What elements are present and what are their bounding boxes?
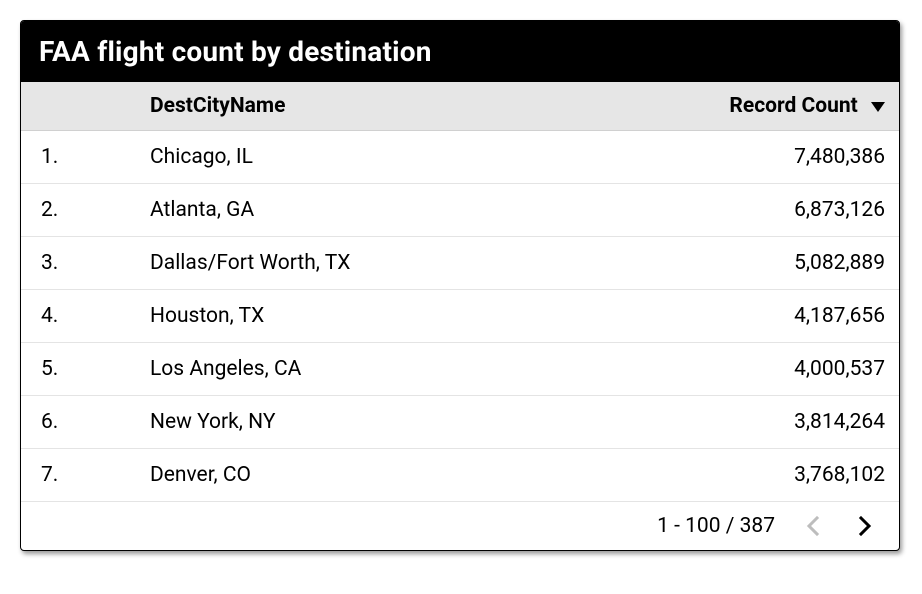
row-city: Atlanta, GA: [136, 184, 559, 237]
row-count: 3,814,264: [559, 396, 899, 449]
chevron-right-icon: [857, 514, 873, 538]
chevron-left-icon: [805, 514, 821, 538]
table-row[interactable]: 3.Dallas/Fort Worth, TX5,082,889: [21, 237, 899, 290]
table-row[interactable]: 1.Chicago, IL7,480,386: [21, 131, 899, 184]
table-row[interactable]: 5.Los Angeles, CA4,000,537: [21, 343, 899, 396]
row-city: Los Angeles, CA: [136, 343, 559, 396]
row-city: Chicago, IL: [136, 131, 559, 184]
card-title: FAA flight count by destination: [21, 21, 899, 82]
report-card: FAA flight count by destination DestCity…: [20, 20, 900, 551]
row-number: 5.: [21, 343, 136, 396]
row-count: 4,000,537: [559, 343, 899, 396]
pagination-prev-button[interactable]: [799, 512, 827, 540]
table-header-row: DestCityName Record Count: [21, 82, 899, 131]
row-number: 6.: [21, 396, 136, 449]
pagination-next-button[interactable]: [851, 512, 879, 540]
row-city: Dallas/Fort Worth, TX: [136, 237, 559, 290]
data-table: DestCityName Record Count 1.Chicago, IL7…: [21, 82, 899, 502]
row-city: Houston, TX: [136, 290, 559, 343]
table-row[interactable]: 7.Denver, CO3,768,102: [21, 449, 899, 502]
row-count: 7,480,386: [559, 131, 899, 184]
column-header-number[interactable]: [21, 82, 136, 131]
row-number: 1.: [21, 131, 136, 184]
row-number: 3.: [21, 237, 136, 290]
column-header-count[interactable]: Record Count: [559, 82, 899, 131]
table-body: 1.Chicago, IL7,480,3862.Atlanta, GA6,873…: [21, 131, 899, 502]
row-city: Denver, CO: [136, 449, 559, 502]
row-city: New York, NY: [136, 396, 559, 449]
table-row[interactable]: 2.Atlanta, GA6,873,126: [21, 184, 899, 237]
row-number: 7.: [21, 449, 136, 502]
row-number: 4.: [21, 290, 136, 343]
row-count: 4,187,656: [559, 290, 899, 343]
pagination-range: 1 - 100 / 387: [657, 514, 775, 538]
row-count: 3,768,102: [559, 449, 899, 502]
row-number: 2.: [21, 184, 136, 237]
table-row[interactable]: 6.New York, NY3,814,264: [21, 396, 899, 449]
pagination: 1 - 100 / 387: [21, 502, 899, 550]
column-header-count-label: Record Count: [729, 94, 857, 118]
sort-desc-icon: [871, 94, 885, 118]
row-count: 5,082,889: [559, 237, 899, 290]
row-count: 6,873,126: [559, 184, 899, 237]
column-header-city[interactable]: DestCityName: [136, 82, 559, 131]
table-row[interactable]: 4.Houston, TX4,187,656: [21, 290, 899, 343]
